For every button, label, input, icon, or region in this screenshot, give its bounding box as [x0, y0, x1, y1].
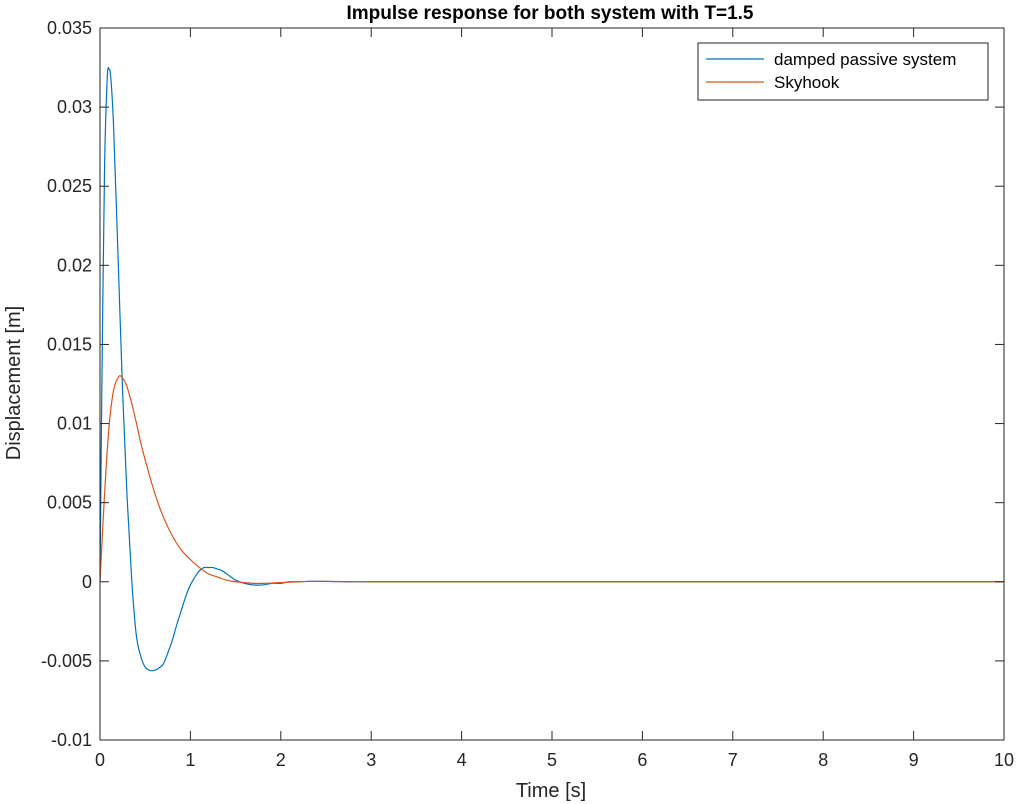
y-tick-label: 0 [82, 572, 92, 592]
y-tick-label: 0.025 [47, 176, 92, 196]
y-tick-label: -0.01 [51, 730, 92, 750]
x-tick-label: 9 [909, 750, 919, 770]
y-tick-label: -0.005 [41, 651, 92, 671]
x-tick-label: 1 [185, 750, 195, 770]
chart-title: Impulse response for both system with T=… [346, 3, 753, 24]
y-tick-label: 0.035 [47, 18, 92, 38]
y-tick-label: 0.03 [57, 97, 92, 117]
series-lines [100, 66, 1004, 672]
y-tick-label: 0.01 [57, 414, 92, 434]
x-tick-label: 8 [818, 750, 828, 770]
ticks: 0 1 2 3 4 5 6 7 8 9 10 -0.01 -0.005 0 0.005 0.01 0.015 0.… [41, 18, 1014, 770]
legend-box [697, 42, 989, 101]
y-tick-label: 0.015 [47, 334, 92, 354]
y-tick-label: 0.005 [47, 493, 92, 513]
x-tick-label: 5 [547, 750, 557, 770]
x-tick-label: 7 [728, 750, 738, 770]
axes-box [99, 27, 1005, 741]
legend-label-0: damped passive system [774, 50, 956, 69]
x-tick-label: 2 [276, 750, 286, 770]
x-tick-label: 0 [95, 750, 105, 770]
x-tick-label: 10 [994, 750, 1014, 770]
series-line-1 [100, 375, 1004, 585]
series-line-0 [100, 66, 1004, 672]
x-tick-label: 4 [457, 750, 467, 770]
legend: damped passive system Skyhook [697, 42, 989, 101]
legend-label-1: Skyhook [774, 73, 840, 92]
x-tick-label: 6 [637, 750, 647, 770]
y-tick-label: 0.02 [57, 255, 92, 275]
x-axis-label: Time [s] [516, 780, 586, 802]
x-tick-label: 3 [366, 750, 376, 770]
y-axis-label: Displacement [m] [3, 306, 25, 461]
